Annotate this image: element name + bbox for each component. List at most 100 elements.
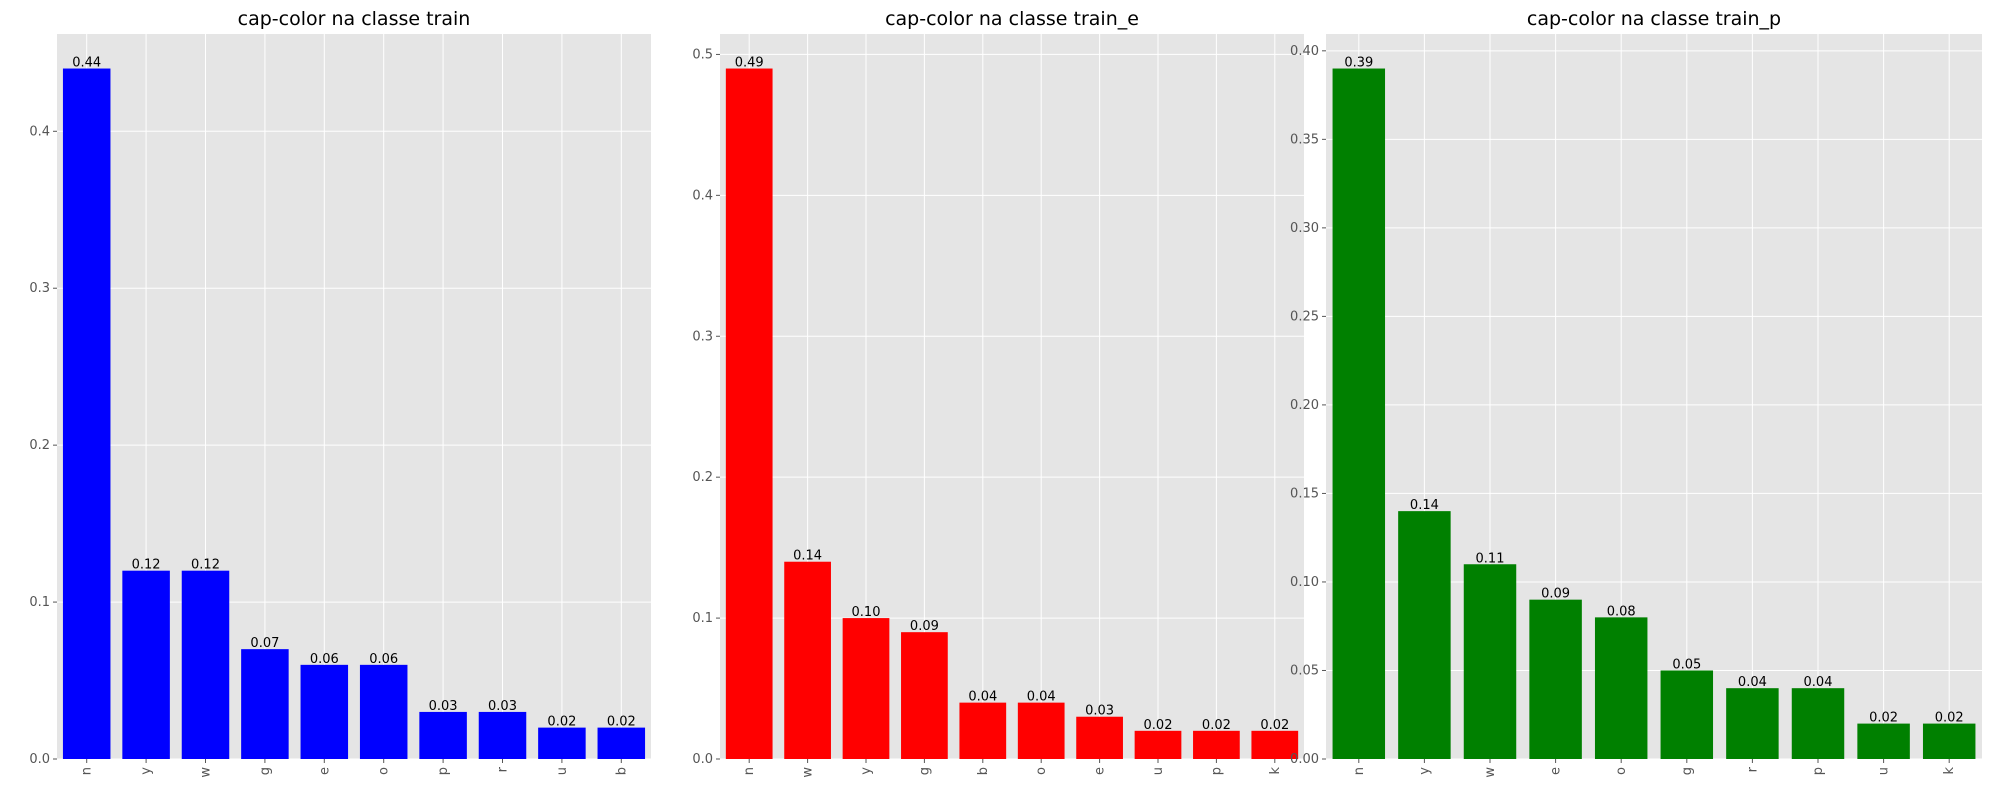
x-tick-label: u [1151,767,1166,775]
data-label: 0.14 [793,549,822,564]
x-tick-label: w [801,767,816,778]
y-tick-label: 0.3 [29,281,50,296]
data-label: 0.02 [547,715,576,730]
x-tick-label: b [976,767,991,775]
bar-n [62,68,111,760]
y-tick-label: 0.2 [29,438,50,453]
chart-panel-0: 0.44 0.12 0.12 0.07 0.06 0.06 0.03 0.03 0.02 0.02… [29,8,651,778]
x-tick-label: y [1417,767,1432,775]
data-label: 0.04 [1804,675,1833,690]
y-tick-label: 0.1 [692,611,713,626]
data-label: 0.12 [132,558,161,573]
x-tick-label: w [199,767,214,778]
data-label: 0.04 [1027,690,1056,705]
x-tick-label: y [859,767,874,775]
x-tick-label: e [1093,767,1108,775]
x-tick-label: e [317,767,332,775]
y-tick-label: 0.5 [692,47,713,62]
bar-o [1017,702,1065,759]
data-label: 0.10 [852,605,881,620]
data-label: 0.12 [191,558,220,573]
x-tick-label: o [1614,767,1629,775]
y-tick-label: 0.40 [1290,44,1319,59]
y-tick-label: 0.10 [1290,575,1319,590]
bar-y [122,570,170,759]
bar-y [842,618,890,759]
y-tick-label: 0.30 [1290,221,1319,236]
y-tick-label: 0.4 [29,124,50,139]
bar-w [784,561,831,759]
bar-e [300,664,349,759]
bar-o [1594,617,1648,759]
bar-k [1922,723,1976,759]
bar-k [1251,730,1299,759]
bar-u [1134,730,1182,759]
data-label: 0.08 [1607,604,1636,619]
data-label: 0.06 [369,652,398,667]
y-tick-label: 0.25 [1290,309,1319,324]
x-tick-label: p [1811,767,1826,775]
x-tick-label: n [1352,767,1367,775]
bar-e [1529,599,1582,759]
x-tick-label: k [1268,767,1283,775]
chart-title: cap-color na classe train [238,8,471,30]
x-tick-label: o [1034,767,1049,775]
bar-g [901,632,948,759]
x-tick-label: n [80,767,95,775]
bar-n [1332,68,1386,760]
y-tick-label: 0.00 [1290,752,1319,767]
data-label: 0.11 [1476,551,1505,566]
bar-o [359,664,408,759]
chart-title: cap-color na classe train_p [1527,8,1781,30]
data-label: 0.44 [72,56,101,71]
bar-b [597,727,646,759]
x-tick-label: g [1680,767,1695,775]
data-label: 0.02 [1260,718,1289,733]
data-label: 0.02 [607,715,636,730]
y-tick-label: 0.4 [692,188,713,203]
x-tick-label: g [917,767,932,775]
data-label: 0.05 [1672,657,1701,672]
chart-panel-2: 0.39 0.14 0.11 0.09 0.08 0.05 0.04 0.04 0.02 0.02… [1290,8,1982,778]
y-tick-label: 0.35 [1290,132,1319,147]
data-label: 0.39 [1344,56,1373,71]
data-label: 0.06 [310,652,339,667]
data-label: 0.02 [1935,711,1964,726]
data-label: 0.03 [488,699,517,714]
x-tick-label: p [436,767,451,775]
data-label: 0.09 [1541,587,1570,602]
bar-w [1463,564,1517,759]
y-tick-label: 0.0 [692,752,713,767]
bar-p [419,711,467,759]
data-label: 0.49 [735,56,764,71]
data-label: 0.02 [1144,718,1173,733]
data-label: 0.07 [250,636,279,651]
y-tick-label: 0.1 [29,595,50,610]
bar-p [1791,688,1845,759]
chart-title: cap-color na classe train_e [885,8,1139,30]
bar-y [1398,511,1451,759]
x-tick-label: n [742,767,757,775]
bar-e [1076,716,1123,759]
x-tick-label: g [258,767,273,775]
x-tick-label: r [1745,766,1760,772]
bar-g [241,649,289,759]
data-label: 0.04 [968,690,997,705]
data-label: 0.02 [1869,711,1898,726]
bar-b [959,702,1007,759]
bar-u [538,727,586,759]
data-label: 0.14 [1410,498,1439,513]
x-tick-label: u [1877,767,1892,775]
x-tick-label: r [496,766,511,772]
data-label: 0.03 [429,699,458,714]
x-tick-label: y [139,767,154,775]
bar-r [1726,688,1779,759]
x-tick-label: e [1549,767,1564,775]
x-tick-label: w [1483,767,1498,778]
y-tick-label: 0.15 [1290,486,1319,501]
bar-p [1193,730,1240,759]
bar-n [725,68,773,760]
x-tick-label: b [614,767,629,775]
